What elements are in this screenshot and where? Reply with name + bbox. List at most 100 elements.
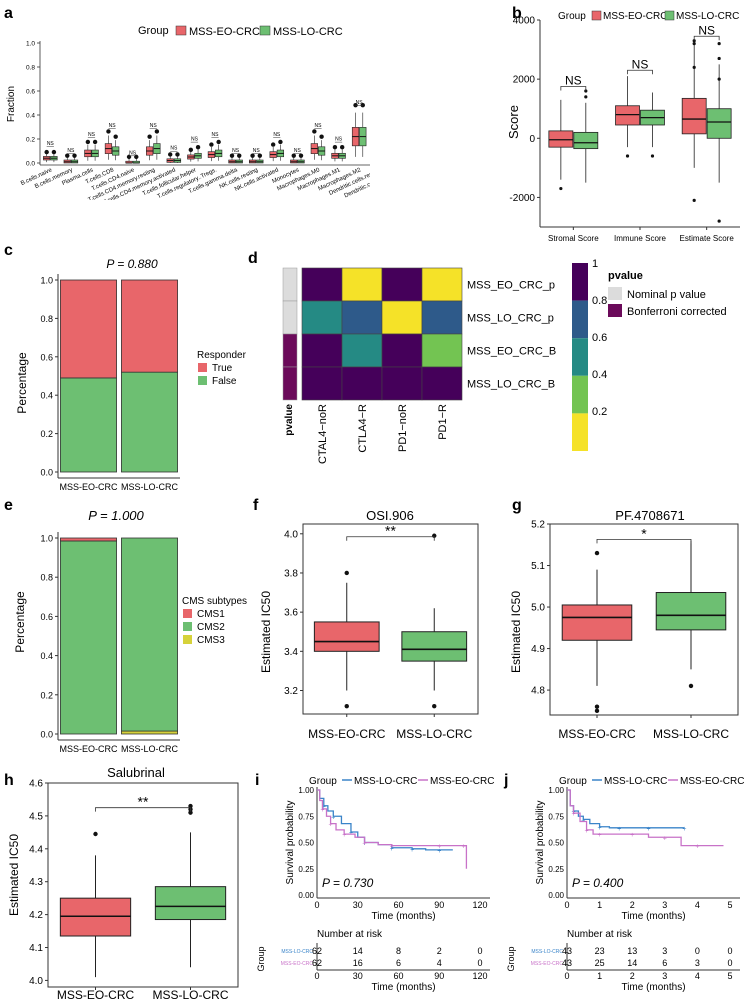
censor-mark: + (390, 844, 394, 851)
scale-band (572, 300, 588, 339)
y-tick-label: 0.8 (40, 573, 53, 583)
censor-mark: + (437, 848, 441, 855)
x-tick-label: MSS-LO-CRC (396, 727, 472, 741)
outlier-point (594, 550, 600, 556)
x-tick-label: Estimate Score (680, 234, 735, 243)
risk-lo-count: 0 (477, 946, 482, 956)
y-tick-label: -2000 (509, 193, 535, 204)
legend-lo-label: MSS-LO-CRC (604, 776, 667, 787)
y-tick-label: 3.4 (284, 647, 298, 658)
censor-mark: + (617, 826, 621, 833)
sig-label: NS (335, 137, 343, 143)
legend-false-label: False (212, 376, 237, 387)
y-tick-label: 4.5 (29, 811, 43, 822)
sig-bracket (596, 538, 692, 544)
sig-label: NS (698, 23, 715, 37)
heatmap-cell (301, 267, 343, 302)
panel-h: h Salubrinal Estimated IC50 4.0 4.1 4.2 4.3… (4, 765, 239, 999)
y-axis-label: Fraction (6, 86, 17, 122)
risk-eo-count: 62 (312, 958, 322, 968)
outlier-point (312, 129, 317, 134)
panel-j: j Group MSS-LO-CRC MSS-EO-CRC Survival prob… (503, 772, 744, 993)
y-tick-label: 0.00 (548, 891, 564, 900)
legend-cms3-swatch (183, 635, 192, 644)
risk-eo-count: 0 (727, 958, 732, 968)
outlier-point (154, 129, 160, 134)
legend-true-swatch (198, 363, 207, 372)
x-tick-label: Stromal Score (548, 234, 599, 243)
km-curve-eo (567, 789, 724, 847)
annotation-label: pvalue (284, 404, 295, 436)
censor-mark: + (410, 847, 414, 854)
heatmap-cell (341, 300, 383, 335)
x-tick-label: 90 (434, 900, 444, 910)
outlier-point (344, 570, 349, 576)
legend-title: Group (558, 11, 586, 22)
y-tick-label: 4000 (513, 16, 536, 27)
outlier-point (147, 134, 152, 139)
risk-x-tick-label: 30 (353, 971, 363, 981)
y-tick-label: 4.2 (29, 910, 43, 921)
outlier-point (229, 153, 235, 158)
sig-bracket (560, 86, 587, 91)
km-curve-eo (317, 789, 468, 869)
risk-lo-count: 0 (727, 946, 732, 956)
a-x-labels: B.cells.naiveB.cells.memoryPlasma.cellsT… (20, 167, 370, 200)
x-tick-label: 1 (597, 900, 602, 910)
outlier-point (85, 139, 91, 145)
panel-letter: c (4, 242, 13, 259)
y-tick-label: 0.2 (40, 690, 53, 700)
outlier-point (594, 704, 600, 709)
legend-lo-label: MSS-LO-CRC (354, 776, 417, 787)
y-tick-label: 1.0 (40, 276, 53, 286)
y-tick-label: 1.00 (548, 786, 564, 795)
outlier-point (692, 42, 696, 46)
outlier-point (216, 139, 221, 145)
outlier-point (625, 154, 630, 158)
x-tick-label: 0 (564, 900, 569, 910)
row-label: MSS_EO_CRC_B (467, 346, 556, 358)
legend-bonf-swatch (608, 304, 622, 317)
y-axis-label: Survival probability (535, 801, 546, 885)
legend-title: Responder (197, 350, 247, 361)
risk-y-label: Group (256, 946, 266, 971)
risk-lo-count: 14 (353, 946, 363, 956)
p-value: P = 0.400 (572, 876, 624, 890)
panel-a: a Group MSS-EO-CRC MSS-LO-CRC Fraction 0… (4, 5, 370, 200)
risk-eo-count: 43 (562, 958, 572, 968)
sig-label: NS (253, 148, 261, 154)
x-tick-label: MSS-EO-CRC (60, 482, 118, 492)
annotation-cell (282, 267, 298, 302)
chart-title: PF.4708671 (615, 508, 684, 523)
bar-segment-false (60, 377, 117, 473)
box (401, 631, 468, 662)
panel-c: c P = 0.880 Percentage 0.0 0.2 0.4 0.6 0.8 1.… (4, 242, 247, 492)
bar-segment-cms1 (60, 537, 117, 542)
sig-bracket (95, 807, 191, 812)
x-tick-label: 3 (662, 900, 667, 910)
legend-lo-label: MSS-LO-CRC (273, 26, 343, 38)
heatmap-cell (381, 333, 423, 368)
heatmap-cell (421, 267, 463, 302)
x-tick-label: 5 (727, 900, 732, 910)
x-tick-label: MSS-LO-CRC (121, 482, 179, 492)
plot-frame (47, 782, 239, 988)
censor-mark: + (598, 825, 602, 832)
censor-mark: + (462, 844, 466, 851)
scale-tick-label: 0.2 (592, 406, 607, 418)
risk-x-tick-label: 90 (434, 971, 444, 981)
km-curve-lo (317, 789, 453, 851)
y-tick-label: 0.50 (548, 839, 564, 848)
legend-eo-swatch (175, 25, 187, 36)
outlier-point (332, 145, 338, 150)
censor-mark: + (362, 841, 366, 848)
y-axis-label: Survival probability (285, 801, 296, 885)
y-tick-label: 0.25 (298, 865, 314, 874)
sig-label: NS (315, 123, 323, 129)
outlier-point (584, 89, 588, 93)
y-tick-label: 0.4 (40, 651, 53, 661)
risk-eo-count: 16 (353, 958, 363, 968)
panel-letter: j (503, 772, 508, 789)
risk-x-tick-label: 0 (314, 971, 319, 981)
a-boxes: NSNSNSNSNSNSNSNSNSNSNSNSNSNSNSNSNSNSNSNS… (43, 100, 367, 164)
